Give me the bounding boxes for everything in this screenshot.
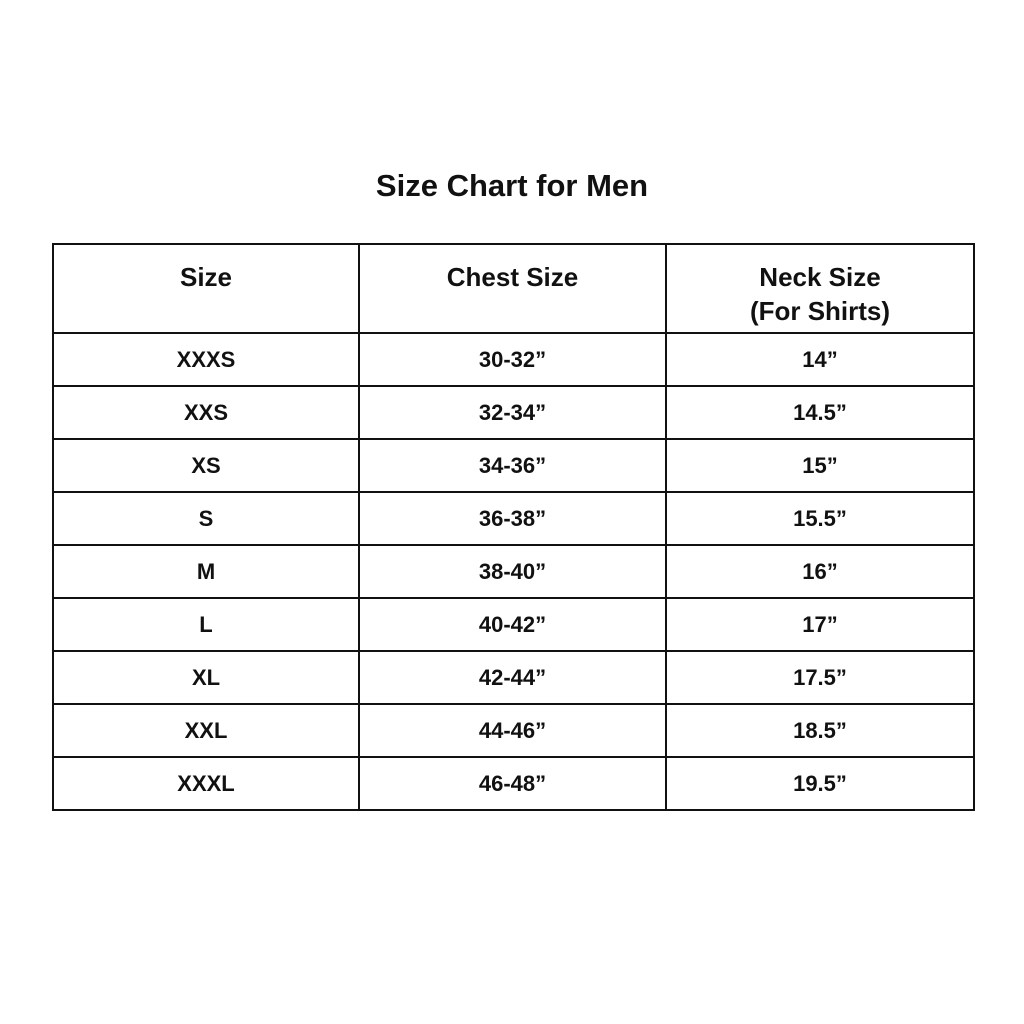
table-row: XXXL 46-48” 19.5” <box>52 756 975 811</box>
page-title: Size Chart for Men <box>375 168 649 203</box>
table-row: S 36-38” 15.5” <box>52 491 975 546</box>
header-sublabel: (For Shirts) <box>749 296 891 326</box>
header-label: Neck Size <box>759 262 881 292</box>
table-row: M 38-40” 16” <box>52 544 975 599</box>
table-row: XL 42-44” 17.5” <box>52 650 975 705</box>
cell-chest-size: 36-38” <box>358 491 667 546</box>
cell-neck-size: 14” <box>665 332 975 387</box>
header-label: Size <box>179 262 233 292</box>
table-row: XXXS 30-32” 14” <box>52 332 975 387</box>
cell-chest-size: 30-32” <box>358 332 667 387</box>
cell-chest-size: 42-44” <box>358 650 667 705</box>
cell-chest-size: 34-36” <box>358 438 667 493</box>
header-label: Chest Size <box>446 262 579 292</box>
cell-size: XL <box>52 650 360 705</box>
cell-size: XS <box>52 438 360 493</box>
cell-chest-size: 46-48” <box>358 756 667 811</box>
cell-chest-size: 44-46” <box>358 703 667 758</box>
table-row: L 40-42” 17” <box>52 597 975 652</box>
cell-size: XXS <box>52 385 360 440</box>
cell-chest-size: 38-40” <box>358 544 667 599</box>
cell-chest-size: 40-42” <box>358 597 667 652</box>
cell-size: S <box>52 491 360 546</box>
header-size: Size <box>52 243 360 334</box>
cell-neck-size: 16” <box>665 544 975 599</box>
header-neck-size: Neck Size (For Shirts) <box>665 243 975 334</box>
size-chart-table: Size Chest Size Neck Size (For Shirts) XX… <box>52 243 975 811</box>
cell-size: XXXS <box>52 332 360 387</box>
cell-neck-size: 19.5” <box>665 756 975 811</box>
header-row: Size Chest Size Neck Size (For Shirts) <box>52 243 975 334</box>
cell-size: L <box>52 597 360 652</box>
cell-neck-size: 15” <box>665 438 975 493</box>
cell-size: XXL <box>52 703 360 758</box>
header-chest-size: Chest Size <box>358 243 667 334</box>
cell-neck-size: 17.5” <box>665 650 975 705</box>
cell-size: XXXL <box>52 756 360 811</box>
cell-neck-size: 18.5” <box>665 703 975 758</box>
table-row: XXL 44-46” 18.5” <box>52 703 975 758</box>
table-row: XXS 32-34” 14.5” <box>52 385 975 440</box>
cell-chest-size: 32-34” <box>358 385 667 440</box>
cell-neck-size: 15.5” <box>665 491 975 546</box>
table-row: XS 34-36” 15” <box>52 438 975 493</box>
cell-neck-size: 17” <box>665 597 975 652</box>
cell-neck-size: 14.5” <box>665 385 975 440</box>
cell-size: M <box>52 544 360 599</box>
